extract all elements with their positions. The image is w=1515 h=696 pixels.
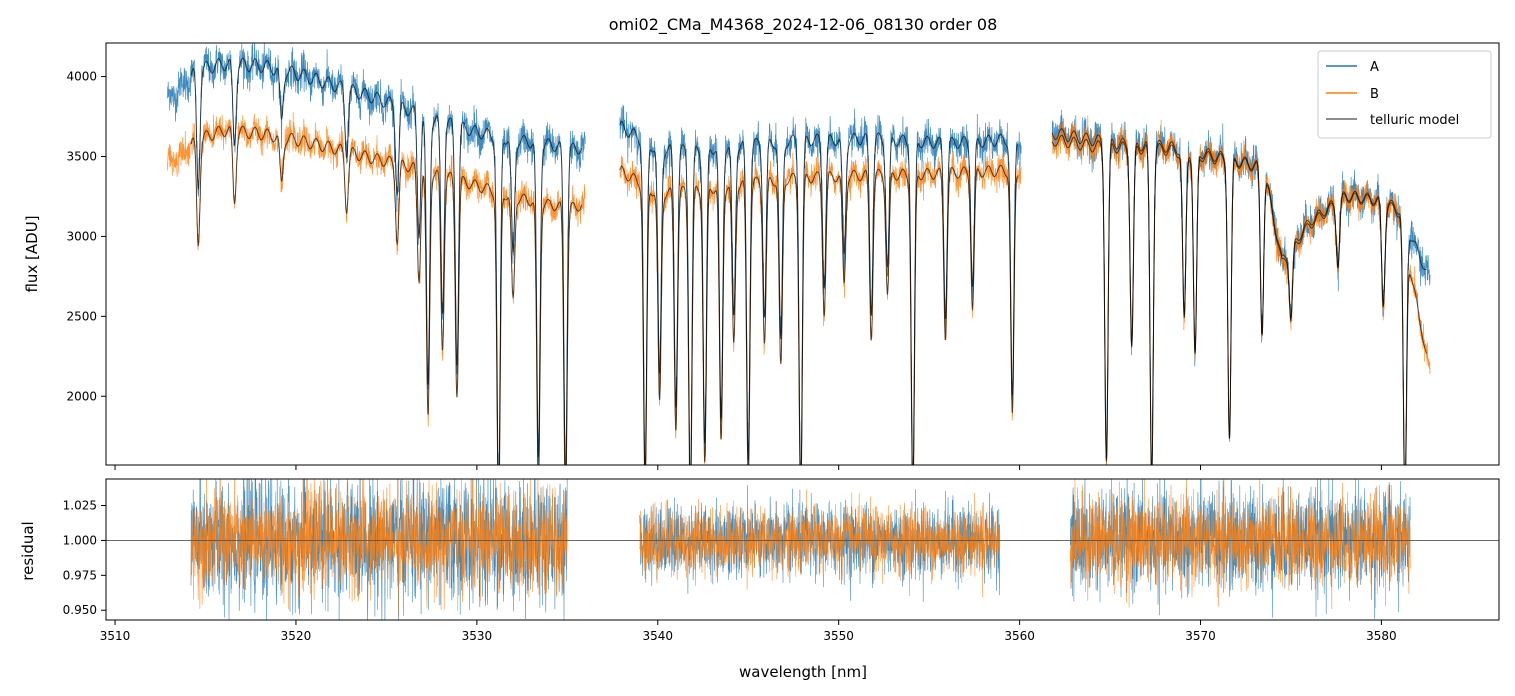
residual-panel: 0.950 0.975 1.000 1.025 3510 3520 3530 3540 355… [19,478,1500,681]
residual-y-tick-label: 1.025 [63,499,97,513]
legend-label-b: B [1370,87,1379,102]
residual-y-ticks: 0.950 0.975 1.000 1.025 [63,499,106,617]
chart-title: omi02_CMa_M4368_2024-12-06_08130 order 0… [609,15,998,35]
x-tick-label: 3510 [100,629,131,643]
flux-x-ticks [114,465,1382,470]
x-tick-label: 3580 [1366,629,1397,643]
residual-data-layer [106,479,1499,620]
residual-b-segment-0 [190,479,568,617]
flux-y-ticks: 2000 2500 3000 3500 4000 [66,70,106,403]
residual-b-segment-1 [639,489,1000,598]
legend-box [1317,50,1492,139]
telluric-model-a-segment-2 [1051,128,1427,465]
x-tick-label: 3550 [823,629,854,643]
x-tick-label: 3530 [462,629,493,643]
x-tick-label: 3540 [642,629,673,643]
residual-axes-frame [105,478,1500,621]
residual-y-tick-label: 0.950 [63,603,97,617]
flux-axes-frame [105,42,1500,466]
residual-b-segment-2 [1069,479,1411,610]
telluric-model-a-segment-0 [190,57,583,465]
series-a-segment-2 [1051,109,1431,465]
telluric-model-b-segment-2 [1051,134,1427,465]
telluric-model-a-segment-1 [619,120,1019,465]
flux-y-tick-label: 3000 [66,229,97,243]
telluric-model-b-segment-0 [190,125,583,465]
residual-x-ticks: 3510 3520 3530 3540 3550 3560 3570 3580 [100,620,1397,643]
x-axis-label: wavelength [nm] [739,663,867,681]
legend: A B telluric model [1317,50,1492,139]
x-tick-label: 3520 [281,629,312,643]
series-telluric-model [190,57,1427,465]
flux-y-tick-label: 2500 [66,309,97,323]
residual-series-b [190,479,1411,617]
flux-y-axis-label: flux [ADU] [23,215,41,292]
flux-panel: 2000 2500 3000 3500 4000 flux [ADU] A B tell… [23,42,1500,470]
legend-label-telluric: telluric model [1370,113,1459,128]
residual-y-axis-label: residual [19,521,37,580]
legend-label-a: A [1370,60,1379,75]
residual-y-tick-label: 0.975 [63,568,97,582]
x-tick-label: 3570 [1185,629,1216,643]
flux-y-tick-label: 4000 [66,70,97,84]
flux-data-layer [167,43,1431,465]
telluric-model-b-segment-1 [619,164,1018,465]
flux-y-tick-label: 2000 [66,389,97,403]
residual-y-tick-label: 1.000 [63,533,97,547]
x-tick-label: 3560 [1004,629,1035,643]
flux-y-tick-label: 3500 [66,149,97,163]
